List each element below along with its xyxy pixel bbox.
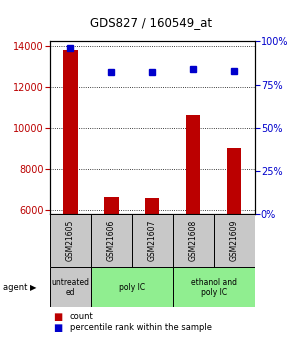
Text: GSM21609: GSM21609 [230,220,238,261]
Bar [227,148,241,214]
Text: untreated
ed: untreated ed [52,277,89,297]
Bar [186,115,200,214]
Text: ■: ■ [53,323,62,333]
Text: agent ▶: agent ▶ [3,283,37,292]
Text: GSM21607: GSM21607 [148,220,157,261]
Text: ■: ■ [53,312,62,322]
Text: GSM21606: GSM21606 [107,220,116,261]
Bar [214,214,255,267]
Bar [132,214,173,267]
Bar [173,214,214,267]
Text: count: count [70,312,93,321]
Text: GSM21605: GSM21605 [66,220,75,261]
Bar [63,50,78,214]
Text: ethanol and
poly IC: ethanol and poly IC [191,277,237,297]
Bar [173,267,255,307]
Bar [91,267,173,307]
Text: GDS827 / 160549_at: GDS827 / 160549_at [90,16,213,29]
Bar [50,214,91,267]
Bar [91,214,132,267]
Bar [145,198,159,214]
Bar [104,197,118,214]
Text: GSM21608: GSM21608 [189,220,198,261]
Text: percentile rank within the sample: percentile rank within the sample [70,323,212,332]
Text: poly IC: poly IC [119,283,145,292]
Bar [50,267,91,307]
